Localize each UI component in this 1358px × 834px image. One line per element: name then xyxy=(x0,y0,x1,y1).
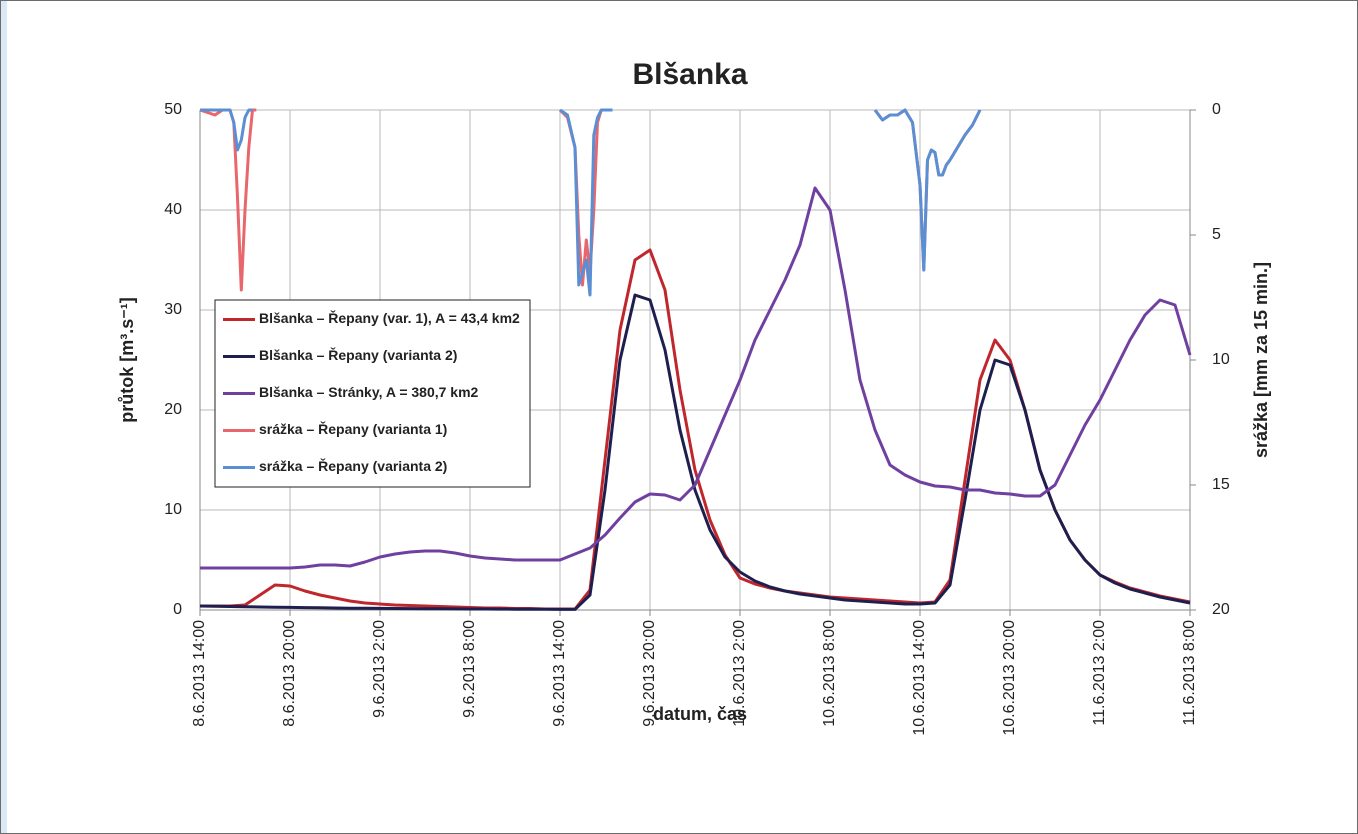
y-tick-label: 40 xyxy=(164,201,182,218)
y-axis-title: průtok [m³.s⁻¹] xyxy=(117,297,137,423)
x-tick-label: 8.6.2013 20:00 xyxy=(281,620,298,727)
x-tick-label: 9.6.2013 2:00 xyxy=(371,620,388,718)
legend-label: Blšanka – Stránky, A = 380,7 km2 xyxy=(259,384,479,400)
y2-tick-label: 20 xyxy=(1212,601,1230,618)
x-tick-label: 10.6.2013 20:00 xyxy=(1001,620,1018,736)
x-tick-label: 10.6.2013 2:00 xyxy=(731,620,748,727)
x-tick-label: 8.6.2013 14:00 xyxy=(191,620,208,727)
x-tick-label: 10.6.2013 14:00 xyxy=(911,620,928,736)
series-line xyxy=(200,108,982,297)
legend-label: srážka – Řepany (varianta 1) xyxy=(259,420,447,437)
y-tick-label: 30 xyxy=(164,301,182,318)
y2-tick-label: 10 xyxy=(1212,351,1230,368)
x-axis-title: datum, čas xyxy=(653,704,747,724)
series-line xyxy=(199,293,1191,611)
x-tick-label: 9.6.2013 14:00 xyxy=(551,620,568,727)
legend-label: srážka – Řepany (varianta 2) xyxy=(259,457,447,474)
x-tick-label: 9.6.2013 8:00 xyxy=(461,620,478,718)
y-tick-label: 0 xyxy=(173,601,182,618)
legend-label: Blšanka – Řepany (var. 1), A = 43,4 km2 xyxy=(259,309,520,326)
y-tick-label: 50 xyxy=(164,101,182,118)
x-tick-label: 9.6.2013 20:00 xyxy=(641,620,658,727)
y2-axis-title: srážka [mm za 15 min.] xyxy=(1251,262,1271,458)
y2-tick-label: 15 xyxy=(1212,476,1230,493)
y-tick-label: 10 xyxy=(164,501,182,518)
series-line xyxy=(200,186,1192,570)
frame-strip xyxy=(1,1,7,833)
x-tick-label: 11.6.2013 2:00 xyxy=(1091,620,1108,726)
y2-tick-label: 0 xyxy=(1212,101,1221,118)
x-tick-label: 10.6.2013 8:00 xyxy=(821,620,838,727)
legend-label: Blšanka – Řepany (varianta 2) xyxy=(259,346,457,363)
y-tick-label: 20 xyxy=(164,401,182,418)
x-tick-label: 11.6.2013 8:00 xyxy=(1181,620,1198,726)
y2-tick-label: 5 xyxy=(1212,226,1221,243)
chart-title: Blšanka xyxy=(632,58,747,91)
legend-box xyxy=(214,299,531,488)
